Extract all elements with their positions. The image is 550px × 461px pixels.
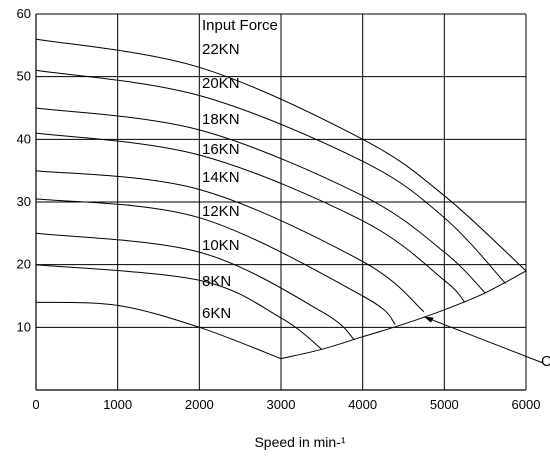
annotation-label: 12KN <box>202 203 240 220</box>
x-tick-label: 6000 <box>512 397 541 412</box>
annotation-label: C <box>541 353 550 370</box>
x-tick-label: 0 <box>32 397 39 412</box>
series-line-18kn <box>35 107 486 294</box>
y-tick-label: 40 <box>17 131 31 146</box>
legend-title: Input Force <box>202 17 278 34</box>
series-layer <box>35 38 527 360</box>
series-line-boundary <box>280 270 527 360</box>
y-tick-label: 30 <box>17 194 31 209</box>
annotation-pointer-line <box>423 316 544 364</box>
x-tick-label: 1000 <box>103 397 132 412</box>
x-tick-label: 5000 <box>430 397 459 412</box>
annotation-label: 16KN <box>202 141 240 158</box>
y-tick-label: 60 <box>17 6 31 21</box>
annotation-label: 20KN <box>202 75 240 92</box>
series-line-14kn <box>35 170 425 313</box>
series-line-20kn <box>35 69 506 284</box>
annotation-label: 8KN <box>202 273 231 290</box>
x-axis-title: Speed in min-¹ <box>254 434 345 450</box>
annotation-arrowhead <box>423 316 434 323</box>
series-line-12kn <box>35 198 396 325</box>
y-tick-label: 20 <box>17 257 31 272</box>
annotation-label: 14KN <box>202 169 240 186</box>
x-tick-label: 3000 <box>267 397 296 412</box>
series-line-22kn <box>35 38 527 272</box>
annotation-layer: 22KN 20KN 18KN 16KN 14KN 12KN 10KN 8KN 6KN C <box>202 41 550 370</box>
x-tick-label: 2000 <box>185 397 214 412</box>
annotation-label: 10KN <box>202 237 240 254</box>
annotation-label: 6KN <box>202 305 231 322</box>
y-tick-label: 10 <box>17 319 31 334</box>
annotation-label: 18KN <box>202 111 240 128</box>
y-tick-label: 50 <box>17 69 31 84</box>
series-line-6kn <box>35 301 282 360</box>
annotation-label: 22KN <box>202 41 240 58</box>
axis-layer <box>35 14 526 391</box>
series-line-16kn <box>35 132 466 303</box>
series-line-10kn <box>35 232 355 341</box>
grid-layer <box>36 13 527 390</box>
tick-labels: 0 1000 2000 3000 4000 5000 6000 10 20 30 40 50 60 <box>17 6 541 412</box>
series-line-8kn <box>35 264 323 350</box>
x-tick-label: 4000 <box>348 397 377 412</box>
